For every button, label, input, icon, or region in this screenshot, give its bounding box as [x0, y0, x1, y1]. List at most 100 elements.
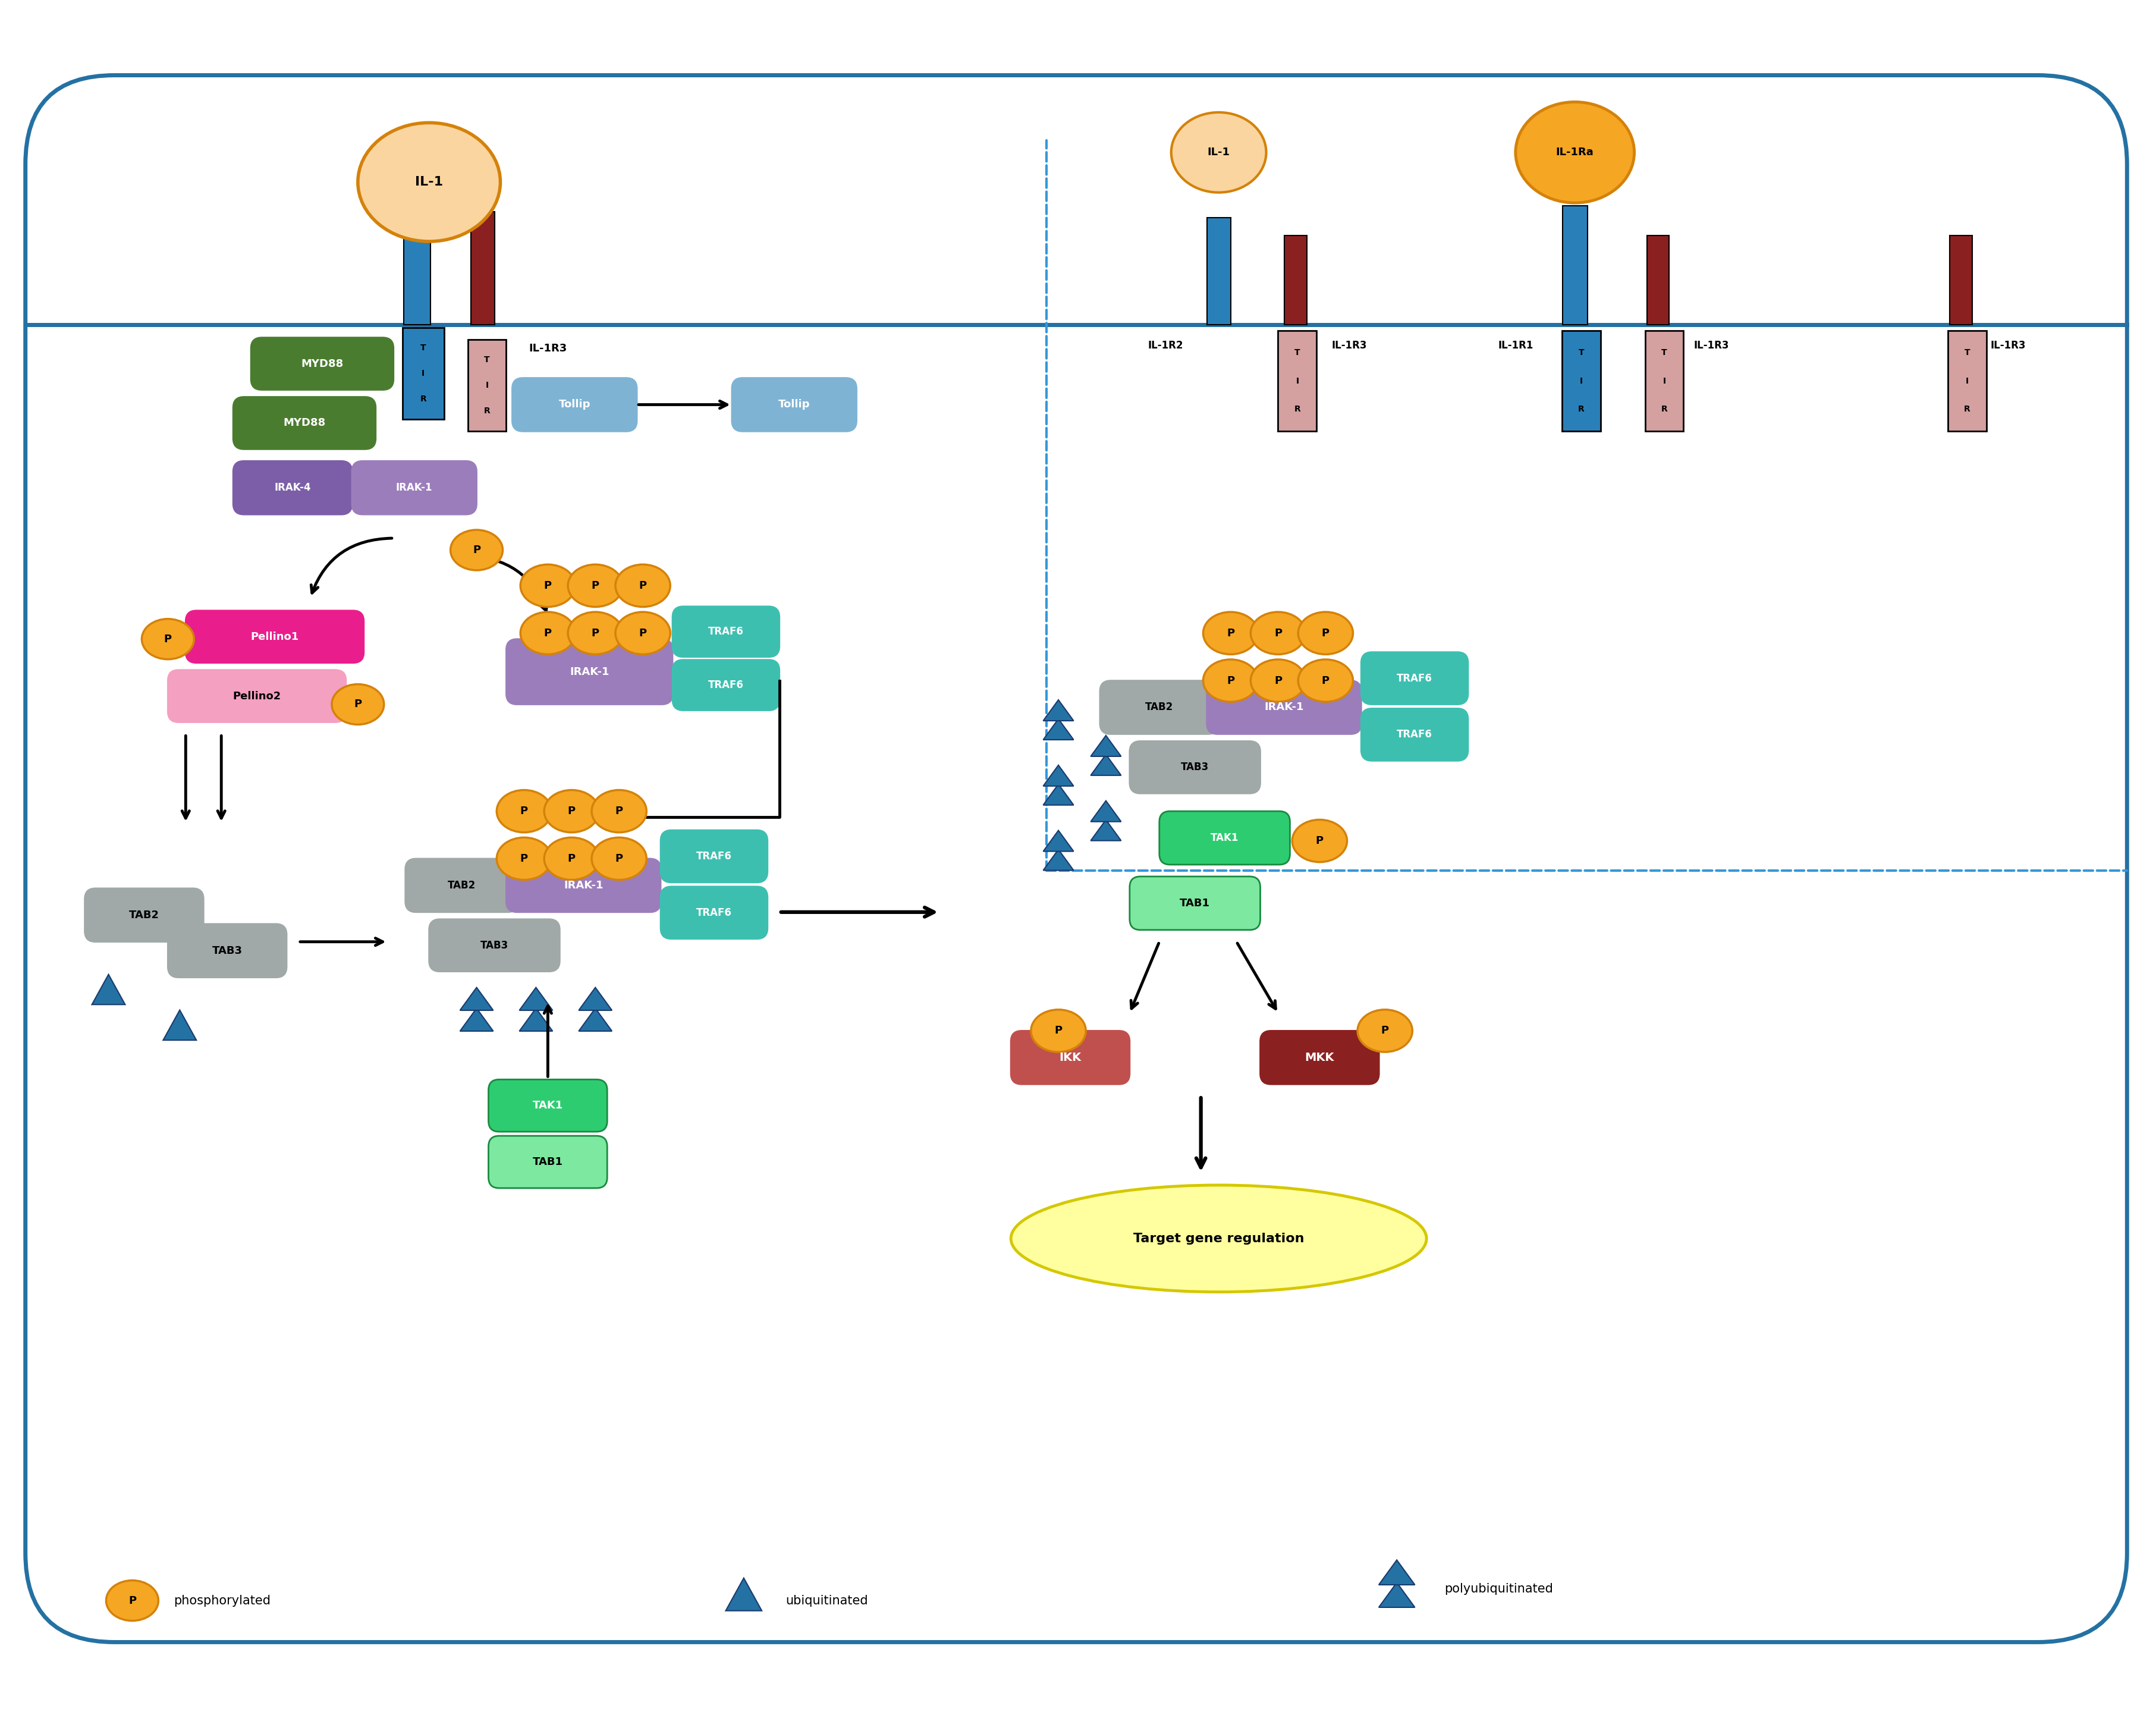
Text: T: T	[1294, 348, 1300, 357]
Polygon shape	[578, 1008, 612, 1031]
Text: TAB2: TAB2	[129, 909, 160, 921]
FancyBboxPatch shape	[1160, 811, 1289, 864]
Text: T: T	[420, 343, 427, 352]
Ellipse shape	[543, 837, 599, 880]
Bar	[1279, 331, 1317, 432]
Polygon shape	[1044, 719, 1074, 739]
Text: TAB3: TAB3	[481, 940, 509, 950]
Text: TRAF6: TRAF6	[1397, 729, 1432, 739]
Text: IL-1R1: IL-1R1	[1498, 340, 1533, 350]
FancyBboxPatch shape	[489, 1079, 608, 1132]
Text: IL-1R3: IL-1R3	[1990, 340, 2027, 350]
Ellipse shape	[496, 837, 552, 880]
Polygon shape	[1044, 784, 1074, 804]
Text: P: P	[1274, 628, 1283, 638]
Ellipse shape	[1298, 612, 1354, 655]
FancyBboxPatch shape	[429, 919, 561, 971]
Text: P: P	[354, 700, 362, 710]
Text: P: P	[1322, 628, 1330, 638]
Text: IL-1R3: IL-1R3	[528, 343, 567, 353]
FancyBboxPatch shape	[351, 461, 476, 514]
Text: IL-1R3: IL-1R3	[1332, 340, 1367, 350]
Text: IKK: IKK	[1059, 1051, 1082, 1063]
Text: I: I	[485, 381, 489, 389]
Text: IRAK-1: IRAK-1	[563, 880, 604, 890]
Text: TRAF6: TRAF6	[1397, 672, 1432, 684]
Text: TAB1: TAB1	[1179, 899, 1210, 909]
Polygon shape	[520, 1008, 552, 1031]
Ellipse shape	[520, 612, 576, 655]
Text: P: P	[1274, 676, 1283, 686]
Text: P: P	[567, 854, 576, 864]
Ellipse shape	[1291, 820, 1348, 863]
Text: T: T	[1662, 348, 1667, 357]
Text: IL-1Ra: IL-1Ra	[1557, 147, 1593, 158]
Text: IRAK-1: IRAK-1	[397, 482, 433, 494]
Ellipse shape	[591, 837, 647, 880]
Text: MYD88: MYD88	[302, 358, 343, 369]
Text: IRAK-4: IRAK-4	[274, 482, 310, 494]
Text: P: P	[638, 628, 647, 638]
Ellipse shape	[1031, 1010, 1087, 1051]
Ellipse shape	[1171, 113, 1266, 192]
Text: Tollip: Tollip	[778, 400, 811, 410]
FancyBboxPatch shape	[1261, 1031, 1380, 1084]
FancyBboxPatch shape	[673, 660, 778, 710]
Bar	[403, 328, 444, 420]
Ellipse shape	[567, 564, 623, 607]
Text: I: I	[1966, 377, 1968, 386]
Ellipse shape	[106, 1581, 157, 1621]
Polygon shape	[727, 1578, 761, 1610]
Text: I: I	[1296, 377, 1298, 386]
FancyBboxPatch shape	[507, 859, 660, 912]
FancyBboxPatch shape	[673, 607, 778, 657]
FancyBboxPatch shape	[233, 396, 375, 449]
Ellipse shape	[1250, 660, 1307, 701]
Polygon shape	[459, 988, 494, 1010]
Bar	[1563, 206, 1587, 324]
Polygon shape	[578, 988, 612, 1010]
Polygon shape	[1091, 755, 1121, 775]
Ellipse shape	[591, 791, 647, 832]
FancyBboxPatch shape	[660, 830, 768, 883]
Bar	[1561, 331, 1600, 432]
Polygon shape	[1091, 820, 1121, 840]
Bar	[1647, 235, 1669, 324]
Text: P: P	[1382, 1026, 1388, 1036]
Text: I: I	[423, 369, 425, 377]
Text: R: R	[1578, 405, 1585, 413]
Text: P: P	[614, 806, 623, 816]
Text: IL-1R1: IL-1R1	[351, 343, 388, 353]
Ellipse shape	[1203, 612, 1257, 655]
Text: R: R	[1660, 405, 1667, 413]
Polygon shape	[1044, 700, 1074, 720]
Text: P: P	[1054, 1026, 1063, 1036]
Ellipse shape	[142, 619, 194, 659]
Text: ubiquitinated: ubiquitinated	[785, 1595, 867, 1607]
Text: P: P	[1227, 676, 1235, 686]
Text: P: P	[543, 628, 552, 638]
Ellipse shape	[543, 791, 599, 832]
Ellipse shape	[1516, 101, 1634, 202]
Text: I: I	[1580, 377, 1583, 386]
FancyBboxPatch shape	[660, 887, 768, 938]
Polygon shape	[164, 1010, 196, 1041]
FancyBboxPatch shape	[731, 377, 856, 432]
Ellipse shape	[358, 123, 500, 242]
Text: TAB3: TAB3	[1181, 761, 1210, 773]
Text: IL-1R2: IL-1R2	[1147, 340, 1184, 350]
Text: P: P	[543, 580, 552, 592]
Ellipse shape	[614, 612, 671, 655]
FancyBboxPatch shape	[26, 75, 2128, 1643]
Ellipse shape	[520, 564, 576, 607]
Text: polyubiquitinated: polyubiquitinated	[1445, 1583, 1552, 1595]
FancyBboxPatch shape	[168, 924, 287, 978]
Polygon shape	[93, 974, 125, 1005]
Ellipse shape	[1358, 1010, 1412, 1051]
Text: P: P	[1315, 835, 1324, 845]
Polygon shape	[1091, 736, 1121, 756]
Text: IL-1: IL-1	[1207, 147, 1231, 158]
Text: Pellino1: Pellino1	[250, 631, 300, 641]
Polygon shape	[520, 988, 552, 1010]
Text: TAB2: TAB2	[1145, 701, 1173, 713]
